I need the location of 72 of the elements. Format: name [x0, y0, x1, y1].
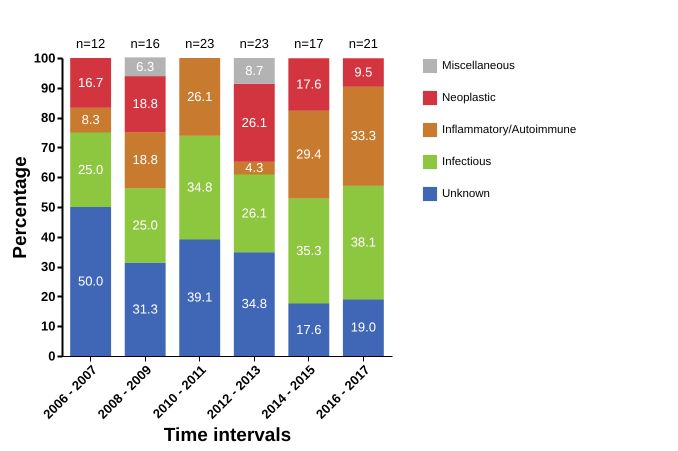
data-label: 26.1: [242, 114, 267, 130]
data-label: 34.8: [187, 180, 212, 195]
bar: [179, 239, 220, 356]
y-tick-label: 70: [41, 140, 56, 155]
y-tick-label: 60: [41, 170, 56, 185]
y-tick-label: 90: [41, 80, 56, 96]
y-tick-label: 80: [41, 110, 56, 126]
bar: [342, 186, 384, 300]
bar: [70, 58, 112, 108]
bar: [342, 58, 384, 87]
x-axis-title: Time intervals: [164, 424, 292, 446]
data-label: 4.3: [245, 160, 264, 176]
bar: [288, 110, 330, 198]
text: n=23: [240, 36, 269, 51]
data-label: 19.0: [350, 320, 376, 335]
data-label: 38.1: [350, 234, 376, 250]
data-label: 25.0: [132, 217, 158, 232]
text: n=23: [185, 36, 214, 51]
data-label: 31.3: [132, 301, 158, 316]
bar: [70, 108, 112, 132]
bar: [234, 58, 275, 84]
bar: [234, 252, 275, 356]
y-axis-title: Percentage: [10, 156, 31, 259]
bar: [342, 299, 384, 356]
bar: [179, 58, 220, 136]
bar: [234, 84, 275, 162]
bar: [179, 136, 220, 240]
y-tick-label: 100: [34, 50, 56, 66]
data-label: 17.6: [296, 322, 322, 337]
data-label: 26.1: [242, 205, 267, 220]
bar: [124, 262, 166, 356]
bar: [288, 58, 330, 111]
bar: [124, 76, 166, 132]
data-label: 17.6: [296, 76, 322, 92]
bar: [234, 174, 275, 252]
y-tick-label: 0: [48, 348, 56, 364]
data-label: 25.0: [78, 162, 104, 177]
data-label: 8.3: [82, 112, 100, 128]
legend-label: Unknown: [442, 188, 490, 200]
data-label: 16.7: [78, 74, 104, 90]
legend-label: Miscellaneous: [442, 60, 516, 72]
y-tick-label: 30: [41, 259, 56, 274]
legend-label: Inflammatory/Autoimmune: [442, 124, 576, 136]
bar: [288, 198, 330, 304]
data-label: 35.3: [296, 242, 322, 258]
bar: [288, 304, 330, 356]
data-label: 50.0: [78, 274, 104, 288]
data-label: 29.4: [296, 146, 322, 162]
data-label: 33.3: [350, 128, 376, 144]
data-label: 34.8: [242, 296, 267, 312]
data-label: 8.7: [245, 62, 264, 78]
bar: [124, 188, 166, 263]
text: n=21: [348, 36, 378, 51]
bar: [70, 207, 112, 356]
data-label: 18.8: [132, 152, 158, 168]
text: n=12: [76, 36, 106, 51]
data-label: 26.1: [187, 88, 212, 104]
bar: [342, 86, 384, 186]
legend-label: Infectious: [442, 156, 492, 168]
text: n=16: [130, 36, 160, 51]
bar: [70, 132, 112, 207]
data-label: 9.5: [354, 64, 372, 80]
y-tick-label: 40: [41, 229, 56, 244]
data-label: 6.3: [136, 58, 154, 74]
y-tick-label: 50: [41, 200, 56, 214]
legend-label: Neoplastic: [442, 92, 496, 104]
data-label: 18.8: [132, 96, 158, 112]
text: n=17: [294, 36, 324, 51]
data-label: 39.1: [187, 290, 212, 305]
y-tick-label: 20: [41, 288, 56, 304]
y-tick-label: 10: [41, 318, 56, 334]
bar: [124, 132, 166, 188]
